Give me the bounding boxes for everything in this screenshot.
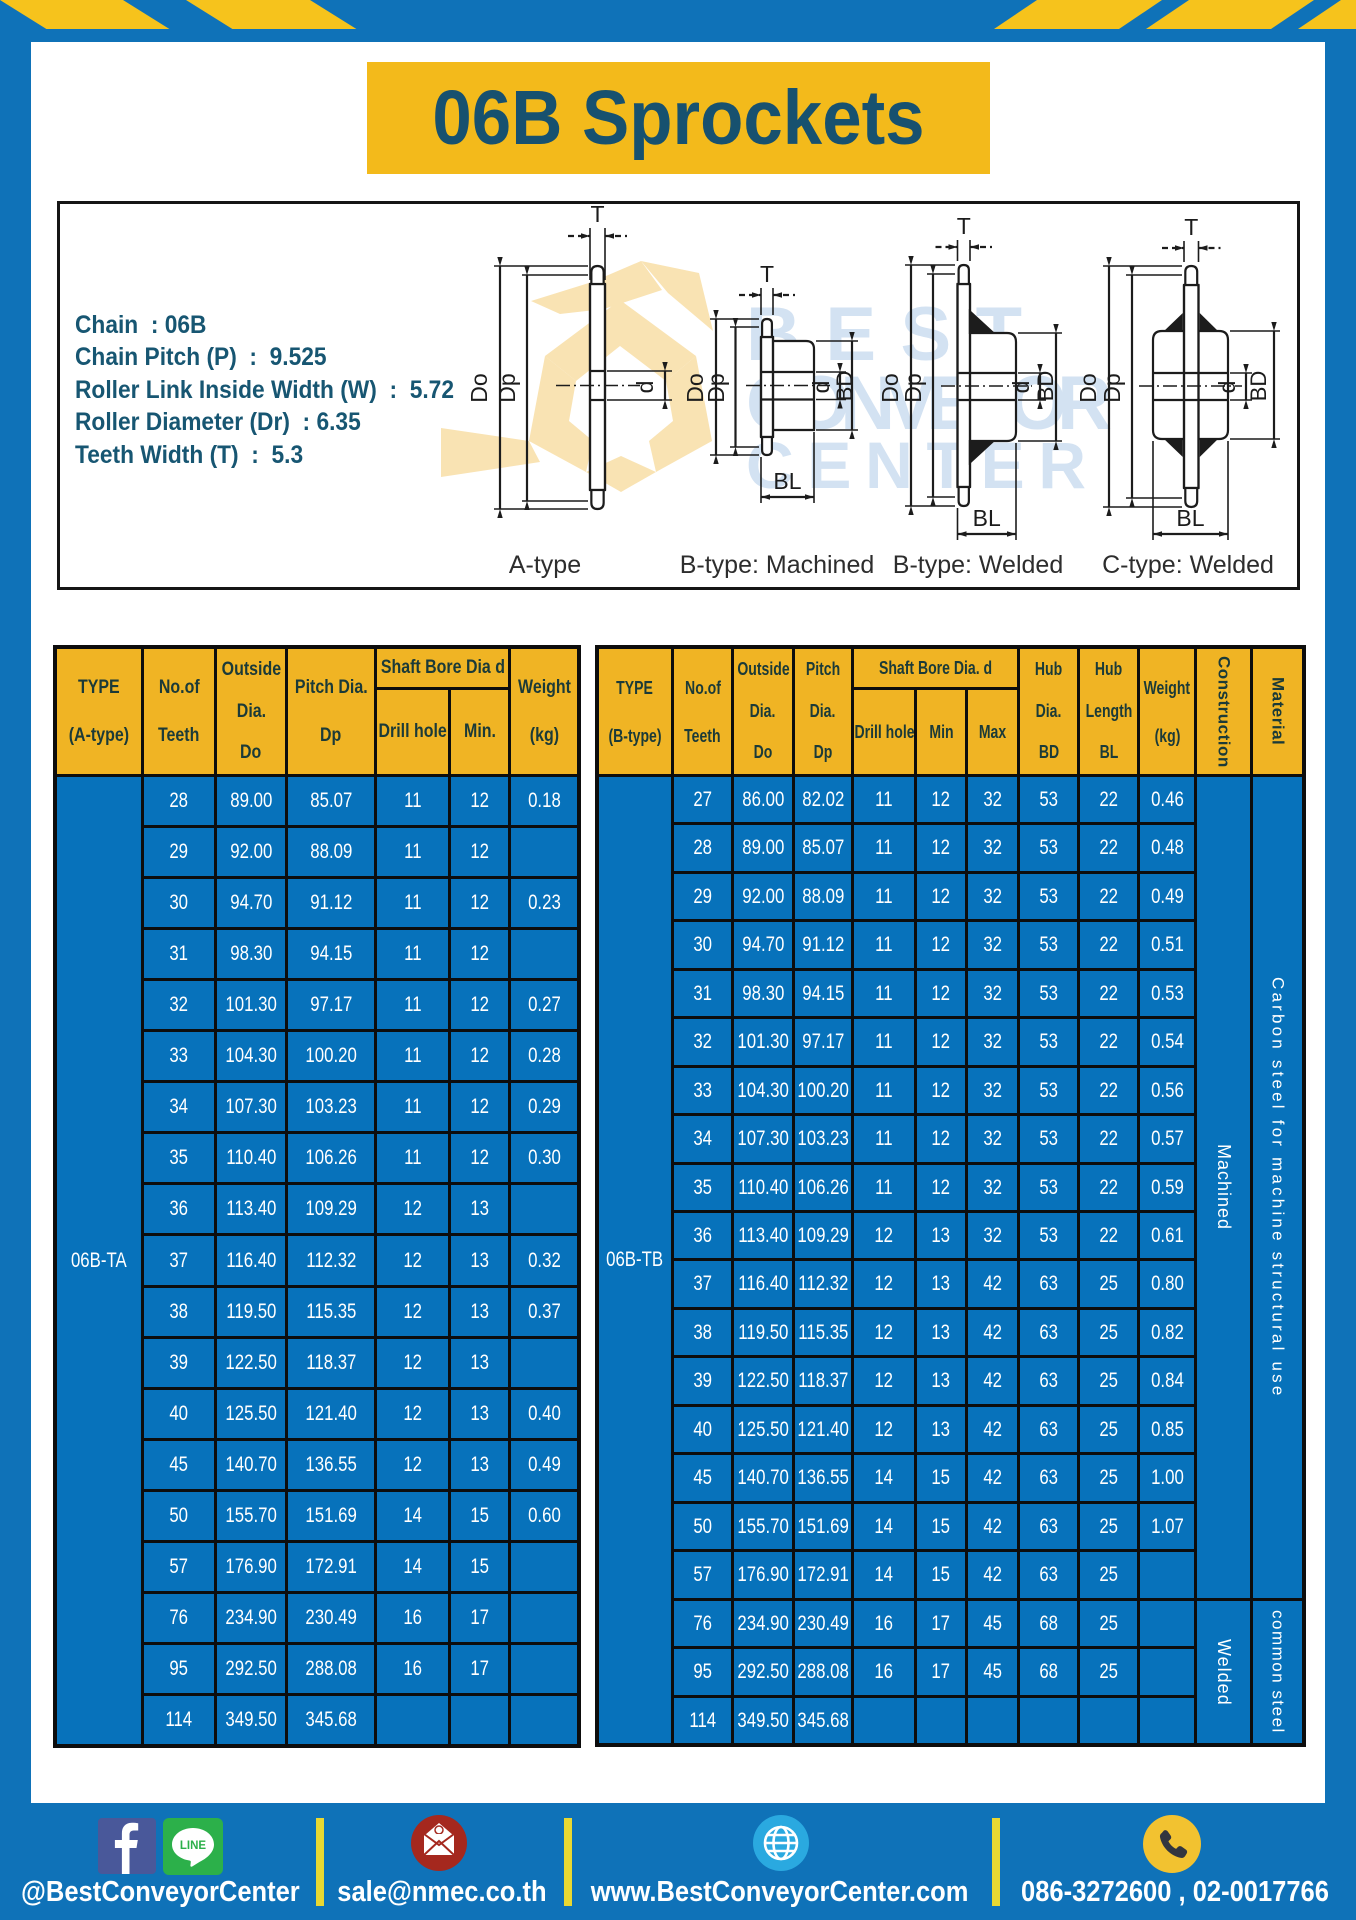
svg-text:d: d — [632, 381, 658, 394]
svg-text:B-type: Machined: B-type: Machined — [680, 551, 875, 579]
svg-text:BD: BD — [1033, 371, 1058, 402]
svg-text:T: T — [1184, 214, 1198, 240]
svg-text:BL: BL — [973, 505, 1001, 531]
svg-text:Do: Do — [877, 373, 903, 402]
svg-text:d: d — [808, 381, 834, 394]
svg-text:Do: Do — [682, 373, 708, 402]
svg-text:B-type: Welded: B-type: Welded — [893, 551, 1063, 579]
svg-text:T: T — [760, 261, 774, 287]
svg-text:Do: Do — [466, 373, 492, 402]
svg-text:d: d — [1008, 381, 1034, 394]
svg-text:Dp: Dp — [900, 373, 926, 402]
svg-text:T: T — [590, 204, 604, 227]
svg-text:Dp: Dp — [1099, 373, 1125, 402]
svg-text:Do: Do — [1075, 373, 1101, 402]
svg-text:BL: BL — [1176, 505, 1204, 531]
svg-text:LINE: LINE — [180, 1840, 207, 1852]
svg-text:Dp: Dp — [703, 373, 729, 402]
svg-text:BD: BD — [832, 371, 857, 402]
svg-text:A-type: A-type — [509, 551, 581, 579]
svg-text:BL: BL — [773, 468, 801, 494]
svg-text:Dp: Dp — [494, 373, 520, 402]
svg-text:d: d — [1214, 381, 1240, 394]
svg-text:T: T — [957, 213, 971, 239]
svg-text:BD: BD — [1246, 371, 1271, 402]
svg-text:C-type: Welded: C-type: Welded — [1102, 551, 1274, 579]
